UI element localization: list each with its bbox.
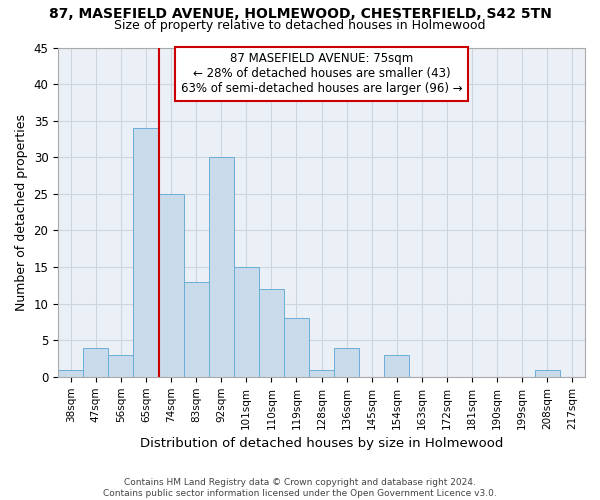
Text: 87, MASEFIELD AVENUE, HOLMEWOOD, CHESTERFIELD, S42 5TN: 87, MASEFIELD AVENUE, HOLMEWOOD, CHESTER… (49, 8, 551, 22)
Bar (334, 348, 359, 377)
Bar (58, 370, 83, 377)
X-axis label: Distribution of detached houses by size in Holmewood: Distribution of detached houses by size … (140, 437, 503, 450)
Bar (209, 158, 234, 377)
Bar (259, 289, 284, 377)
Bar (158, 194, 184, 377)
Bar (109, 355, 133, 377)
Bar (309, 370, 334, 377)
Bar (284, 318, 309, 377)
Text: 87 MASEFIELD AVENUE: 75sqm
← 28% of detached houses are smaller (43)
63% of semi: 87 MASEFIELD AVENUE: 75sqm ← 28% of deta… (181, 52, 463, 96)
Bar (384, 355, 409, 377)
Bar (133, 128, 158, 377)
Bar (234, 267, 259, 377)
Text: Size of property relative to detached houses in Holmewood: Size of property relative to detached ho… (114, 18, 486, 32)
Text: Contains HM Land Registry data © Crown copyright and database right 2024.
Contai: Contains HM Land Registry data © Crown c… (103, 478, 497, 498)
Bar (83, 348, 109, 377)
Bar (535, 370, 560, 377)
Bar (184, 282, 209, 377)
Y-axis label: Number of detached properties: Number of detached properties (15, 114, 28, 310)
